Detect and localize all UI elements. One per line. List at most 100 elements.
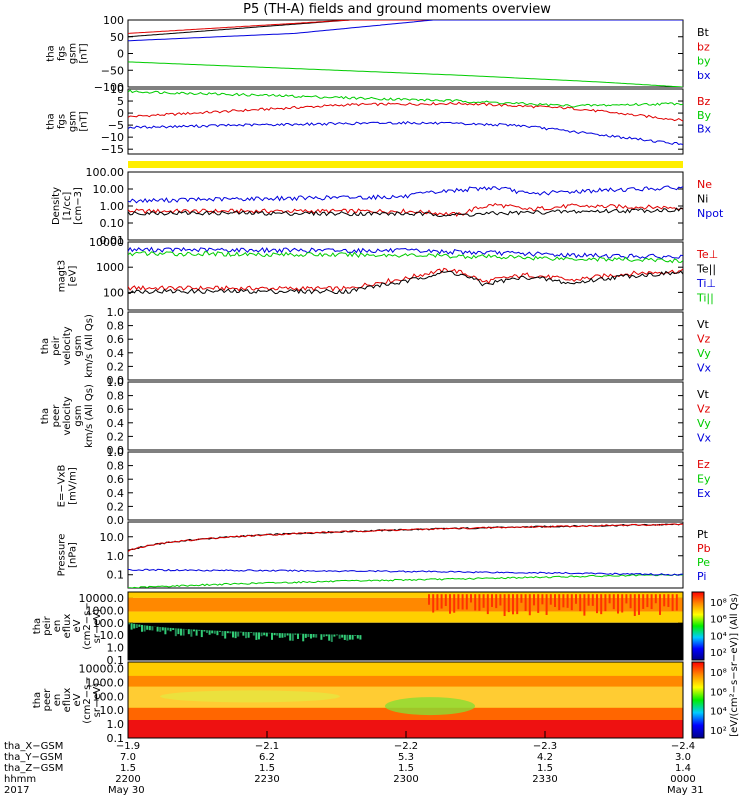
y-tick-label: 0.1	[107, 654, 125, 667]
spectrum-speckle	[600, 594, 603, 615]
y-tick-label: 1.0	[107, 718, 125, 731]
spectrum-speckle	[654, 594, 657, 604]
spectrum-speckle	[229, 631, 232, 634]
y-tick-label: 0.0	[107, 444, 125, 457]
year-label: 2017	[4, 785, 29, 796]
legend-Vy: Vy	[697, 347, 711, 360]
spectrum-speckle	[247, 632, 250, 638]
spectrum-band	[128, 675, 683, 687]
spectrum-speckle	[333, 634, 336, 637]
legend-Vt: Vt	[697, 318, 710, 331]
legend-By: By	[697, 109, 712, 122]
spectrum-speckle	[258, 632, 260, 640]
legend-Bz: Bz	[697, 95, 711, 108]
spectrum-speckle	[495, 594, 498, 609]
y-axis-label: (cm2−s−	[82, 602, 93, 649]
spectrum-speckle	[182, 628, 185, 636]
y-axis-label: eflux	[62, 614, 73, 639]
spectrum-speckle	[141, 624, 143, 632]
colorbar-tick-label: 10⁸	[710, 668, 727, 679]
y-tick-label: 0.8	[107, 390, 125, 403]
colorbar-tick-label: 10²	[710, 726, 727, 737]
y-axis-label: [eV]	[68, 266, 79, 287]
spectrum-speckle	[349, 634, 351, 640]
y-tick-label: 10.0	[100, 629, 125, 642]
y-axis-label: peir	[42, 615, 53, 635]
series-Pi	[128, 568, 683, 576]
spectrum-speckle	[545, 594, 548, 615]
spectrum-speckle	[343, 634, 346, 640]
spectrum-speckle	[659, 594, 661, 615]
legend-bx: bx	[697, 69, 711, 82]
legend-Ne: Ne	[697, 178, 712, 191]
spectrum-speckle	[650, 594, 653, 610]
spectrum-speckle	[208, 630, 211, 635]
series-Bx	[128, 120, 683, 146]
x-tick-label: 7.0	[120, 752, 136, 763]
y-axis-label: km/s (All Qs)	[84, 314, 95, 378]
y-tick-label: 0.6	[107, 333, 125, 346]
x-tick-label: 1.5	[259, 763, 275, 774]
y-tick-label: 1.00	[100, 200, 125, 213]
spectrum-speckle	[297, 633, 299, 639]
spectrum-band	[128, 611, 683, 623]
spectrum-speckle	[503, 594, 506, 617]
y-tick-label: −15	[101, 143, 124, 156]
spectrum-speckle	[440, 594, 443, 609]
colorbar-tick-label: 10⁶	[710, 687, 727, 698]
x-tick-label: 1.4	[675, 763, 691, 774]
y-axis-label: [nT]	[79, 43, 90, 63]
y-tick-label: 1.0	[107, 306, 125, 319]
spectrum-speckle	[252, 632, 255, 636]
panel-density: 100.00 10.00 1.00 0.10 0.01 Density [1/cc] [cm−…	[51, 166, 724, 247]
spectrum-speckle	[453, 594, 456, 613]
spectrum-speckle	[234, 631, 237, 639]
spectrum-speckle	[219, 630, 221, 632]
spectrum-speckle	[356, 635, 359, 639]
spectrum-speckle	[570, 594, 573, 611]
y-axis-label: en	[52, 694, 63, 707]
spectrum-speckle	[263, 632, 266, 636]
spectrum-speckle	[224, 631, 227, 639]
spectrum-speckle	[336, 634, 338, 636]
x-tick-label: −2.1	[255, 741, 279, 752]
spectrum-speckle	[330, 634, 333, 642]
y-tick-label: 10	[110, 83, 124, 96]
series-by	[128, 61, 683, 87]
series-Pe	[128, 573, 683, 588]
y-axis-label: tha	[32, 692, 43, 708]
spectrum-speckle	[304, 633, 307, 638]
y-tick-label: 0.10	[100, 217, 125, 230]
legend-Pe: Pe	[697, 556, 710, 569]
panel-temperature: 10000 1000 100 magt3 [eV] Te⊥ Te||Ti⊥ Ti||	[57, 236, 718, 311]
y-axis-label: (cm2−s−	[82, 676, 93, 723]
spectrum-speckle	[354, 635, 357, 636]
spectrum-speckle	[428, 594, 430, 605]
y-axis-label: fgs	[57, 114, 68, 129]
legend-bz: bz	[697, 40, 710, 53]
y-tick-label: 0.0	[107, 514, 125, 527]
panel-frame	[127, 521, 684, 589]
legend-Ey: Ey	[697, 473, 711, 486]
y-tick-label: 0.6	[107, 403, 125, 416]
y-tick-label: 0	[117, 48, 124, 61]
spectrum-speckle	[169, 627, 172, 632]
spectrum-speckle	[213, 630, 216, 634]
spectrum-speckle	[198, 629, 201, 632]
legend-Pb: Pb	[697, 542, 711, 555]
y-tick-label: 100	[103, 286, 124, 299]
spectrum-speckle	[638, 594, 640, 615]
y-axis-label: tha	[46, 45, 57, 61]
spectrum-speckle	[245, 631, 247, 639]
spectrum-speckle	[190, 629, 193, 637]
spectrum-speckle	[470, 594, 472, 603]
spectrum-speckle	[195, 629, 198, 636]
series-Ni	[128, 207, 683, 218]
y-axis-label: [nPa]	[68, 542, 79, 568]
spectrum-speckle	[625, 594, 628, 604]
spectrum-speckle	[566, 594, 569, 608]
legend-Pi: Pi	[697, 570, 706, 583]
panel-frame	[127, 591, 684, 661]
